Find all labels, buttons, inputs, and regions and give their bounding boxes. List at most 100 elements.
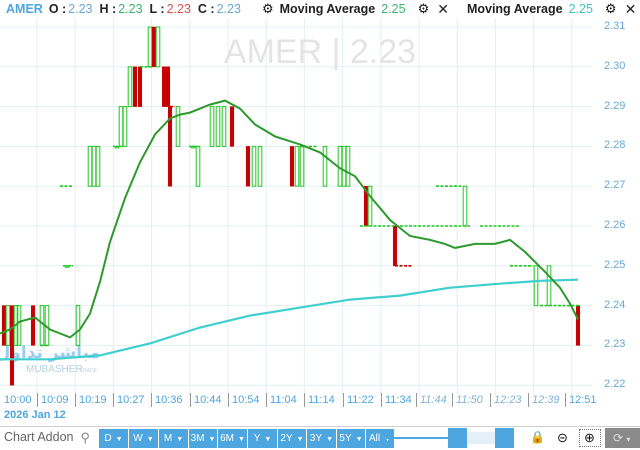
candle — [87, 145, 93, 187]
period-button-m[interactable]: M ▼ — [159, 429, 188, 448]
chart-addon-input[interactable]: Chart Addon ⚲ — [0, 428, 96, 447]
y-axis-label: 2.24 — [604, 298, 626, 311]
period-label: Y — [253, 433, 261, 444]
candle — [322, 145, 328, 187]
x-axis-label: 10:44 — [194, 394, 222, 406]
candle — [392, 225, 398, 267]
candle — [127, 66, 133, 108]
zoom-in-icon[interactable]: ⊕ — [584, 430, 595, 445]
candle — [546, 265, 552, 307]
date-label: 2026 Jan 12 — [4, 409, 66, 421]
lock-icon[interactable]: 🔒 — [530, 430, 545, 444]
x-axis-label: 10:09 — [41, 394, 69, 406]
y-axis-label: 2.23 — [604, 338, 626, 351]
close-icon[interactable]: ✕ — [437, 0, 449, 17]
period-label: 6M — [220, 433, 234, 444]
y-axis-label: 2.22 — [604, 378, 626, 391]
candle — [209, 106, 215, 147]
candle — [161, 66, 167, 107]
period-button-all[interactable]: All ▼ — [366, 429, 394, 448]
x-axis-tick — [151, 393, 152, 407]
period-label: 3M — [190, 433, 205, 444]
high-value: 2.23 — [118, 2, 143, 16]
candle — [294, 145, 300, 187]
chevron-down-icon: ▼ — [326, 436, 334, 443]
candle — [91, 145, 97, 187]
candle — [251, 145, 257, 187]
range-slider-left-handle[interactable] — [448, 428, 467, 448]
close-key: C : — [197, 2, 215, 16]
open-key: O : — [48, 2, 67, 16]
search-icon[interactable]: ⚲ — [80, 430, 90, 445]
candle — [5, 305, 11, 346]
period-button-3m[interactable]: 3M ▼ — [189, 429, 217, 448]
y-axis-label: 2.31 — [604, 20, 626, 32]
x-axis-label: 11:04 — [270, 394, 297, 406]
period-button-3y[interactable]: 3Y ▼ — [307, 429, 336, 448]
period-button-5y[interactable]: 5Y ▼ — [337, 429, 365, 448]
gear-icon[interactable]: ⚙ — [417, 1, 430, 16]
candle — [245, 146, 251, 187]
chevron-down-icon: ▼ — [115, 436, 123, 443]
indicator-1-value: 2.25 — [381, 2, 406, 16]
x-axis-tick — [266, 393, 267, 407]
period-button-6m[interactable]: 6M ▼ — [218, 429, 247, 448]
x-axis-label: 10:19 — [79, 394, 107, 406]
chevron-down-icon: ▼ — [146, 436, 154, 443]
y-axis-label: 2.26 — [604, 219, 626, 231]
period-button-y[interactable]: Y ▼ — [248, 429, 277, 448]
close-icon[interactable]: ✕ — [624, 0, 637, 17]
gear-icon[interactable]: ⚙ — [604, 1, 617, 16]
candle — [221, 106, 227, 147]
candlesticks — [1, 26, 581, 386]
x-axis-label: 10:00 — [4, 394, 32, 406]
candle — [299, 145, 305, 187]
price-chart[interactable]: AMER | 2.23 مباشر تداول MUBASHER TRADE — [0, 18, 640, 396]
period-label: W — [133, 433, 143, 444]
x-axis-label: 11:44 — [420, 394, 447, 406]
bottom-toolbar: Chart Addon ⚲ D ▼ W ▼ M ▼ 3M ▼ 6M ▼ Y ▼ 2Y ▼ 3Y ▼ 5Y ▼ All… — [0, 426, 640, 448]
chart-addon-placeholder: Chart Addon — [4, 430, 74, 444]
range-slider-right-handle[interactable] — [495, 428, 514, 448]
candle — [137, 66, 143, 107]
low-key: L : — [149, 2, 165, 16]
chevron-down-icon: ▼ — [176, 436, 184, 443]
indicator-1-name: Moving Average — [279, 2, 376, 16]
x-axis-label: 10:27 — [117, 394, 145, 406]
candle — [257, 145, 263, 187]
chart-grid — [0, 18, 592, 396]
period-button-d[interactable]: D ▼ — [99, 429, 128, 448]
candle — [175, 106, 181, 147]
chevron-down-icon: ▼ — [237, 436, 245, 443]
svg-text:MUBASHER: MUBASHER — [26, 364, 83, 375]
symbol-label: AMER — [6, 2, 43, 16]
indicator-2-name: Moving Average — [466, 2, 563, 16]
period-button-w[interactable]: W ▼ — [129, 429, 158, 448]
close-value: 2.23 — [216, 2, 241, 16]
zoom-out-icon[interactable]: ⊝ — [557, 430, 568, 445]
x-axis-label: 11:22 — [347, 394, 374, 406]
chevron-down-icon: ▼ — [264, 436, 272, 443]
range-slider-selection[interactable] — [466, 432, 504, 444]
x-axis-label: 12:23 — [494, 394, 522, 406]
period-label: 5Y — [339, 433, 352, 444]
candle — [151, 26, 157, 68]
period-label: All — [368, 433, 381, 444]
x-axis-tick — [452, 393, 453, 407]
x-axis-label: 12:39 — [532, 394, 560, 406]
x-axis-tick — [416, 393, 417, 407]
x-axis-tick — [565, 393, 566, 407]
candle — [95, 145, 101, 187]
gear-icon[interactable]: ⚙ — [261, 1, 274, 16]
x-axis-label: 10:54 — [232, 394, 260, 406]
x-axis-label: 12:51 — [569, 394, 597, 406]
candle — [289, 146, 295, 187]
refresh-button[interactable]: ⟳ ▾ — [605, 428, 640, 448]
period-label: M — [163, 433, 173, 444]
open-value: 2.23 — [68, 2, 93, 16]
period-label: 2Y — [280, 433, 293, 444]
period-button-2y[interactable]: 2Y ▼ — [278, 429, 306, 448]
range-slider-track[interactable] — [386, 437, 486, 439]
period-label: D — [104, 433, 112, 444]
chevron-down-icon: ▼ — [355, 436, 363, 443]
